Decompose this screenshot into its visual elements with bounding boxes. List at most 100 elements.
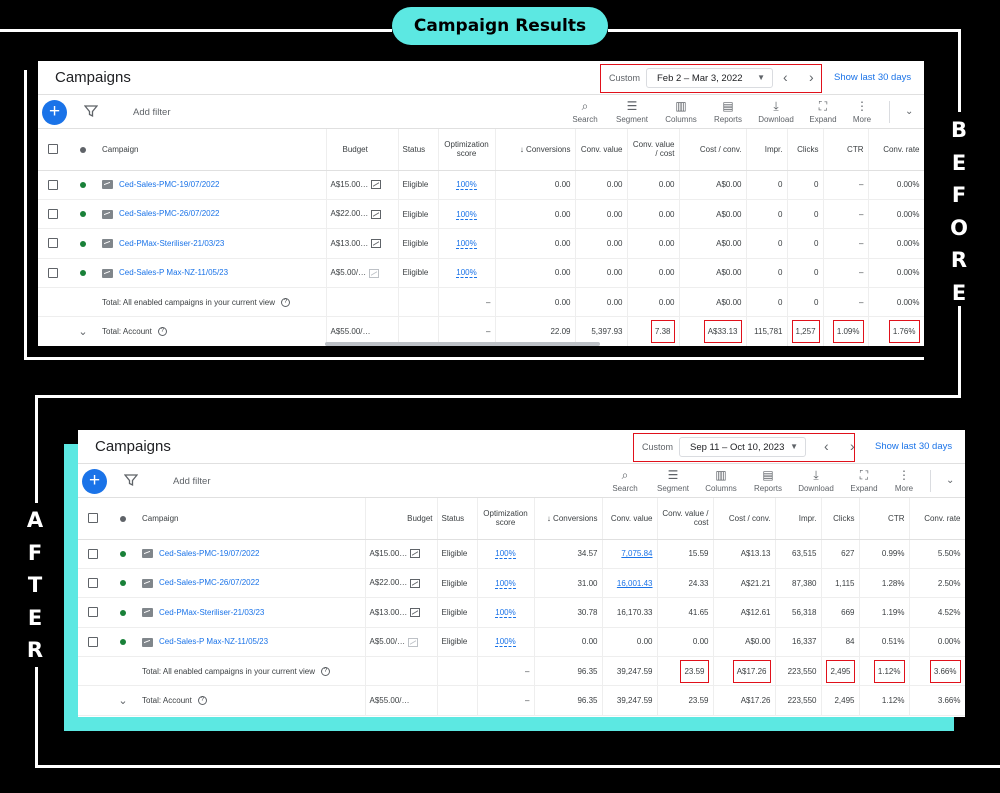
column-header-clicks[interactable]: Clicks [787, 129, 824, 171]
column-header-ctr[interactable]: CTR [859, 498, 910, 540]
row-checkbox[interactable] [88, 607, 98, 618]
segment-tool[interactable]: ☰ Segment [609, 99, 655, 124]
prev-period-icon[interactable]: ‹ [824, 438, 829, 454]
budget-chart-icon[interactable] [410, 549, 421, 559]
help-icon[interactable]: ? [157, 327, 167, 337]
expand-row-icon[interactable]: ⌄ [118, 695, 128, 708]
show-last-30-days-link[interactable]: Show last 30 days [875, 441, 953, 452]
row-checkbox[interactable] [88, 578, 98, 589]
download-tool[interactable]: ⤓ Download [793, 468, 839, 493]
column-header-conv-value-cost[interactable]: Conv. value / cost [627, 129, 680, 171]
columns-tool[interactable]: ▥ Columns [658, 99, 704, 124]
conv-value-link[interactable]: 7,075.84 [621, 549, 653, 559]
help-icon[interactable]: ? [197, 696, 207, 706]
add-campaign-button[interactable]: + [82, 469, 107, 494]
column-header-optimization-score[interactable]: Optimization score [477, 498, 535, 540]
column-header-conv-rate[interactable]: Conv. rate [868, 129, 924, 171]
horizontal-scrollbar[interactable] [325, 342, 600, 346]
optimization-score-link[interactable]: 100% [456, 180, 477, 191]
collapse-toolbar-icon[interactable]: ⌄ [946, 475, 955, 486]
campaign-name-link[interactable]: Ced-Sales-P Max-NZ-11/05/23 [119, 268, 229, 278]
campaign-name-link[interactable]: Ced-Sales-PMC-19/07/2022 [159, 549, 260, 558]
column-header-conv-value-cost[interactable]: Conv. value / cost [657, 498, 714, 540]
collapse-toolbar-icon[interactable]: ⌄ [905, 106, 914, 117]
optimization-score-link[interactable]: 100% [456, 268, 477, 279]
budget-chart-icon[interactable] [371, 209, 382, 219]
more-tool[interactable]: ⋮ More [881, 468, 927, 493]
budget-chart-icon[interactable] [410, 578, 421, 588]
campaign-name-link[interactable]: Ced-PMax-Steriliser-21/03/23 [159, 607, 265, 617]
reports-tool[interactable]: ▤ Reports [745, 468, 791, 493]
budget-chart-icon[interactable] [410, 608, 421, 618]
column-header-conv-value[interactable]: Conv. value [602, 498, 658, 540]
column-header-conv-rate[interactable]: Conv. rate [909, 498, 965, 540]
column-header-impr[interactable]: Impr. [775, 498, 822, 540]
help-icon[interactable]: ? [280, 297, 290, 307]
columns-tool[interactable]: ▥ Columns [698, 468, 744, 493]
search-tool[interactable]: ⌕ Search [602, 468, 648, 493]
campaign-name-link[interactable]: Ced-PMax-Steriliser-21/03/23 [119, 238, 225, 248]
column-header-clicks[interactable]: Clicks [821, 498, 860, 540]
column-header-campaign[interactable]: Campaign [138, 498, 366, 540]
row-checkbox[interactable] [48, 267, 58, 278]
show-last-30-days-link[interactable]: Show last 30 days [834, 72, 912, 83]
download-tool[interactable]: ⤓ Download [753, 99, 799, 124]
budget-chart-icon[interactable] [408, 637, 419, 647]
campaign-name-link[interactable]: Ced-Sales-P Max-NZ-11/05/23 [159, 637, 269, 647]
column-header-conv-value[interactable]: Conv. value [575, 129, 628, 171]
row-checkbox[interactable] [48, 238, 58, 249]
campaign-name-link[interactable]: Ced-Sales-PMC-19/07/2022 [119, 180, 220, 189]
expand-tool[interactable]: ⛶ Expand [800, 99, 846, 124]
optimization-score-link[interactable]: 100% [456, 209, 477, 220]
next-period-icon[interactable]: › [809, 69, 814, 85]
column-header-cost-conv[interactable]: Cost / conv. [679, 129, 747, 171]
expand-tool[interactable]: ⛶ Expand [841, 468, 887, 493]
row-checkbox[interactable] [48, 209, 58, 220]
date-range-picker[interactable]: Custom Sep 11 – Oct 10, 2023 ▼ [633, 433, 855, 462]
row-checkbox[interactable] [88, 548, 98, 559]
optimization-score-link[interactable]: 100% [495, 637, 516, 648]
add-filter-button[interactable]: Add filter [133, 107, 171, 118]
more-tool[interactable]: ⋮ More [839, 99, 885, 124]
search-tool[interactable]: ⌕ Search [562, 99, 608, 124]
expand-row-icon[interactable]: ⌄ [78, 326, 88, 339]
next-period-icon[interactable]: › [850, 438, 855, 454]
budget-chart-icon[interactable] [371, 180, 382, 190]
column-header-status[interactable]: Status [437, 498, 478, 540]
row-checkbox[interactable] [88, 636, 98, 647]
optimization-score-link[interactable]: 100% [456, 238, 477, 249]
campaign-name-link[interactable]: Ced-Sales-PMC-26/07/2022 [159, 578, 260, 588]
reports-tool[interactable]: ▤ Reports [705, 99, 751, 124]
column-header-campaign[interactable]: Campaign [98, 129, 327, 171]
optimization-score-link[interactable]: 100% [495, 549, 516, 560]
column-header-ctr[interactable]: CTR [823, 129, 869, 171]
column-header-cost-conv[interactable]: Cost / conv. [713, 498, 776, 540]
optimization-score-link[interactable]: 100% [495, 578, 516, 589]
filter-icon[interactable] [124, 473, 138, 487]
campaign-name-link[interactable]: Ced-Sales-PMC-26/07/2022 [119, 209, 220, 219]
add-filter-button[interactable]: Add filter [173, 476, 211, 487]
row-checkbox[interactable] [48, 179, 58, 190]
add-campaign-button[interactable]: + [42, 100, 67, 125]
date-range-select[interactable]: Sep 11 – Oct 10, 2023 ▼ [679, 437, 806, 457]
prev-period-icon[interactable]: ‹ [783, 69, 788, 85]
optimization-score-link[interactable]: 100% [495, 607, 516, 618]
select-all-checkbox[interactable] [48, 144, 58, 155]
column-header-conversions[interactable]: ↓ Conversions [495, 129, 576, 171]
column-header-impr[interactable]: Impr. [746, 129, 788, 171]
impr-value: 0 [746, 228, 788, 259]
budget-chart-icon[interactable] [369, 268, 380, 278]
conv-value-link[interactable]: 16,001.43 [616, 578, 653, 588]
date-range-picker[interactable]: Custom Feb 2 – Mar 3, 2022 ▼ [600, 64, 822, 93]
budget-chart-icon[interactable] [371, 239, 382, 249]
date-range-select[interactable]: Feb 2 – Mar 3, 2022 ▼ [646, 68, 773, 88]
segment-tool[interactable]: ☰ Segment [650, 468, 696, 493]
column-header-optimization-score[interactable]: Optimization score [438, 129, 496, 171]
column-header-budget[interactable]: Budget [365, 498, 438, 540]
column-header-status[interactable]: Status [398, 129, 439, 171]
select-all-checkbox[interactable] [88, 513, 98, 524]
help-icon[interactable]: ? [320, 666, 330, 676]
column-header-budget[interactable]: Budget [326, 129, 399, 171]
filter-icon[interactable] [84, 104, 98, 118]
column-header-conversions[interactable]: ↓ Conversions [534, 498, 603, 540]
